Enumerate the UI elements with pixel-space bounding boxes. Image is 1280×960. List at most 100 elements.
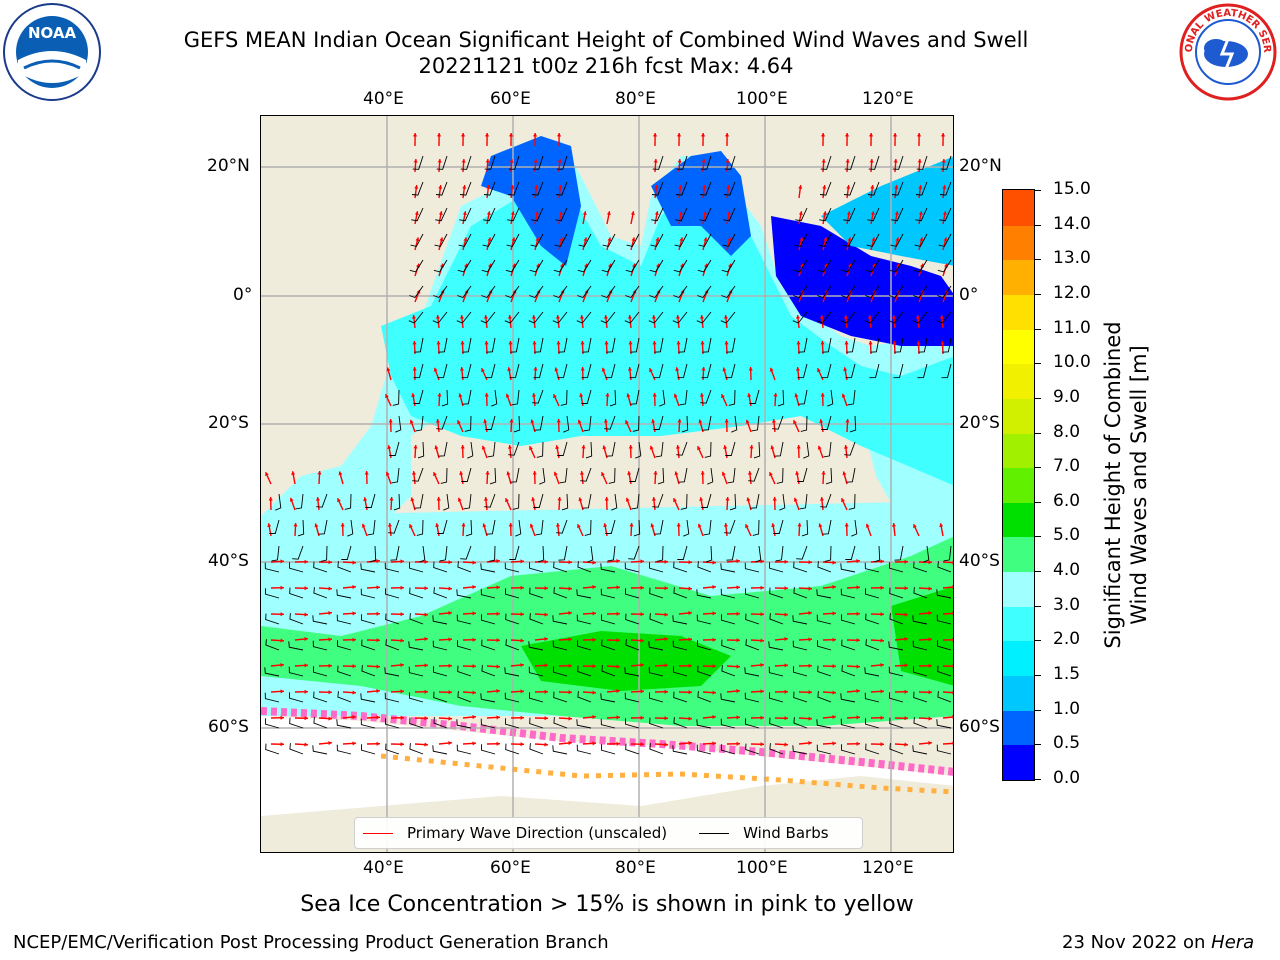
wind-barb xyxy=(792,745,808,755)
wind-barb xyxy=(625,613,640,625)
wind-barb xyxy=(703,519,712,536)
wind-barb xyxy=(408,666,424,677)
wind-barb xyxy=(625,639,640,651)
wind-barb xyxy=(385,588,400,599)
wave-arrow-head xyxy=(952,611,953,616)
wave-arrow-head xyxy=(798,211,803,215)
wind-barb xyxy=(649,285,664,299)
wind-barb xyxy=(652,155,664,170)
wind-barb xyxy=(721,639,736,651)
wave-arrow-head xyxy=(424,637,428,642)
wave-arrow-head xyxy=(385,471,390,476)
wave-arrow-head xyxy=(745,524,749,529)
wind-barb xyxy=(795,207,808,222)
wind-barb xyxy=(456,614,472,625)
legend-label-barbs: Wind Barbs xyxy=(743,824,829,842)
wave-arrow-head xyxy=(603,315,608,319)
wind-barb xyxy=(337,691,352,703)
lat-tick-left: 40°S xyxy=(208,551,249,571)
wind-barb xyxy=(504,667,520,677)
wave-arrow-head xyxy=(627,315,632,319)
wave-arrow-head xyxy=(376,664,380,669)
wave-arrow-head xyxy=(817,368,821,373)
wind-barb xyxy=(912,311,928,324)
colorbar-tick-mark xyxy=(1035,190,1041,191)
wind-barb xyxy=(459,181,472,196)
wind-barb xyxy=(648,311,664,324)
wave-arrow-head xyxy=(557,133,562,137)
wave-arrow-head xyxy=(510,185,515,189)
wave-arrow-head xyxy=(699,393,704,397)
colorbar-segment xyxy=(1003,190,1034,226)
wind-barb xyxy=(889,743,904,755)
wave-arrow-head xyxy=(533,159,538,163)
wave-arrow-head xyxy=(701,159,706,163)
wind-barb xyxy=(529,692,544,703)
wind-barb xyxy=(867,181,880,196)
wind-barb xyxy=(528,641,544,651)
colorbar-tick-label: 11.0 xyxy=(1053,317,1091,338)
wind-barb xyxy=(433,259,448,273)
wave-arrow-head xyxy=(482,523,487,528)
blue-patch xyxy=(771,216,953,346)
wave-arrow-head xyxy=(577,524,581,529)
wave-arrow-head xyxy=(808,690,812,695)
wind-barb xyxy=(816,614,832,625)
wave-arrow-head xyxy=(628,445,633,449)
colorbar-tick-label: 0.0 xyxy=(1053,768,1081,788)
wind-barb xyxy=(745,718,760,729)
wave-arrow-head xyxy=(784,716,788,721)
wind-barb xyxy=(488,545,496,562)
wave-arrow-head xyxy=(818,523,823,528)
wind-barb xyxy=(868,155,880,170)
wind-barb xyxy=(504,692,520,703)
wind-barb xyxy=(484,155,496,170)
wave-arrow-head xyxy=(532,341,537,345)
wind-barb xyxy=(720,311,736,324)
wind-barb xyxy=(486,519,496,535)
wind-barb xyxy=(271,545,280,562)
wave-arrow-head xyxy=(819,419,824,423)
wind-barb xyxy=(385,743,400,755)
wind-barb xyxy=(768,641,784,651)
wind-barb xyxy=(628,545,640,560)
wind-barb xyxy=(768,666,784,677)
wave-arrow-head xyxy=(819,497,824,501)
wind-barb xyxy=(408,641,424,651)
wind-barb xyxy=(817,285,832,299)
colorbar-segment xyxy=(1003,259,1034,295)
wave-arrow-head xyxy=(304,663,308,668)
wind-barb xyxy=(792,615,808,625)
wind-barb xyxy=(750,493,760,509)
wind-barb xyxy=(414,493,424,509)
wave-arrow-head xyxy=(918,185,923,189)
colorbar-tick-mark xyxy=(1035,259,1041,261)
wind-barb xyxy=(672,311,688,324)
wave-arrow-head xyxy=(822,211,827,215)
wave-arrow-head xyxy=(496,715,500,720)
wave-arrow-head xyxy=(435,419,440,423)
cyan-band xyxy=(381,176,953,486)
wave-arrow-head xyxy=(568,637,572,642)
wind-barb xyxy=(629,467,640,482)
colorbar-tick-label: 7.0 xyxy=(1053,456,1081,477)
wind-barb xyxy=(409,613,424,625)
wave-arrow-head xyxy=(411,315,416,319)
legend-label-wave: Primary Wave Direction (unscaled) xyxy=(407,824,668,842)
wind-barb xyxy=(313,561,328,573)
wave-arrow-head xyxy=(832,690,836,695)
wind-barb xyxy=(912,615,928,625)
wind-barb xyxy=(696,614,712,625)
wave-arrow-head xyxy=(280,663,284,668)
wave-arrow-head xyxy=(712,585,716,590)
wind-barb xyxy=(600,718,616,729)
colorbar-segment xyxy=(1003,225,1034,261)
wave-arrow-head xyxy=(579,315,584,319)
wave-arrow-head xyxy=(817,445,822,450)
wave-arrow-head xyxy=(424,716,428,721)
wind-barb xyxy=(409,743,424,755)
wave-arrow-head xyxy=(267,523,272,527)
wave-arrow-head xyxy=(726,185,731,189)
wave-arrow-head xyxy=(796,445,801,449)
wave-arrow-head xyxy=(616,715,620,720)
